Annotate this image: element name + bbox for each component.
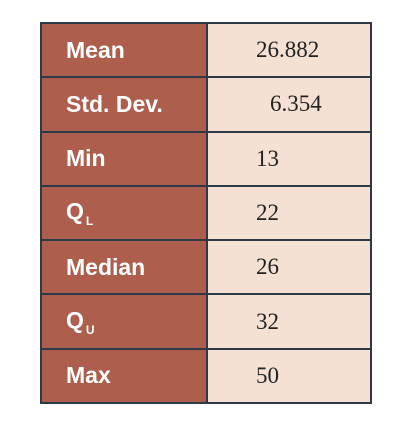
label-text: Min <box>66 145 106 172</box>
label-subscript: U <box>85 322 95 337</box>
row-label: Min <box>40 130 208 187</box>
label-subscript: L <box>85 213 94 228</box>
label-text: Max <box>66 362 111 389</box>
row-label: Std. Dev. <box>40 76 208 133</box>
table-row: Std. Dev. 6.354 <box>40 76 372 133</box>
row-value: 26.882 <box>206 21 372 79</box>
row-label: Median <box>40 239 208 296</box>
row-value: 26 <box>206 239 372 296</box>
table-row: Min 13 <box>40 130 372 187</box>
row-value: 32 <box>206 293 372 350</box>
label-text: Q <box>66 197 84 224</box>
row-value: 13 <box>206 130 372 187</box>
row-value: 22 <box>206 184 372 242</box>
table-row: Mean 26.882 <box>40 21 372 79</box>
table-row: Max 50 <box>40 347 372 405</box>
table-row: Median 26 <box>40 239 372 296</box>
row-value: 6.354 <box>206 76 372 133</box>
table-row: Q U 32 <box>40 293 372 350</box>
label-text: Std. Dev. <box>66 90 163 117</box>
row-label: Max <box>40 347 208 405</box>
row-label: Mean <box>40 21 208 79</box>
table-body: Mean 26.882 Std. Dev. 6.354 Min 13 Q L 22 Median 2… <box>40 21 372 405</box>
summary-table: Mean 26.882 Std. Dev. 6.354 Min 13 Q L 22 Median 2… <box>40 21 372 405</box>
table-row: Q L 22 <box>40 184 372 242</box>
label-text: Mean <box>66 36 125 63</box>
label-text: Q <box>66 306 84 333</box>
label-text: Median <box>66 253 146 280</box>
row-value: 50 <box>206 347 372 405</box>
